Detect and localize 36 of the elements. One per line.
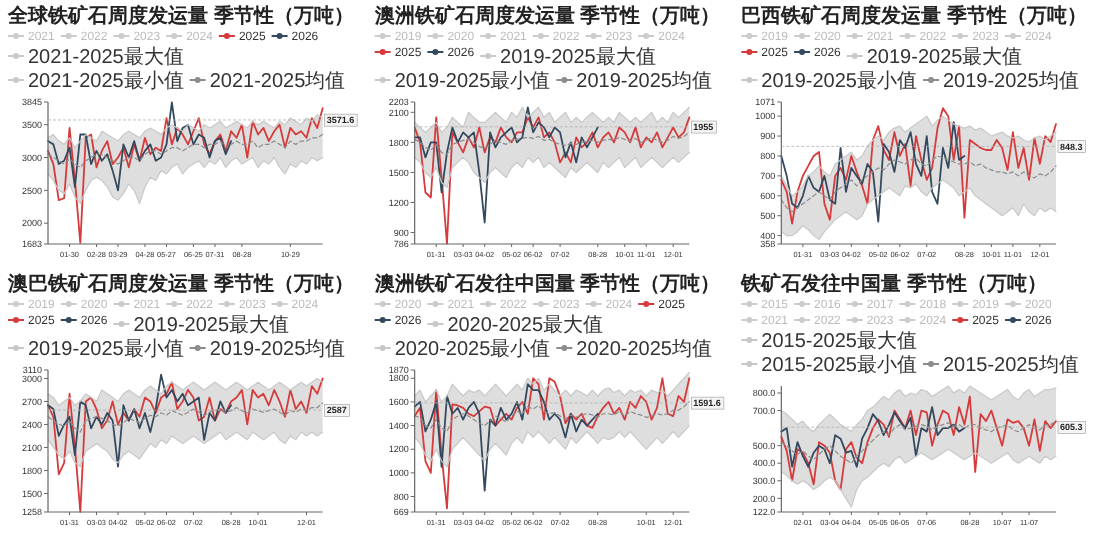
legend-label: 2021-2025最小值 [28,69,184,93]
chart-title: 澳洲铁矿石周度发运量 季节性（万吨） [372,4,721,28]
legend-label: 2015-2025均值 [942,353,1079,377]
legend-label: 2021-2025最大值 [28,45,184,69]
line-series [780,155,1057,213]
legend-label: 2015-2025最小值 [761,353,917,377]
chart-title: 铁矿石发往中国量 季节性（万吨） [739,272,1047,296]
line-series [47,133,324,168]
line-series [413,106,599,224]
legend-label: 2019-2025最小值 [761,69,917,93]
line-series [780,406,966,468]
legend-label: 2020-2025均值 [576,337,712,361]
line-series [780,107,1057,225]
line-series [47,107,324,244]
line-series [47,373,233,468]
line-series [780,121,966,223]
line-series [47,101,233,192]
legend-label: 2020-2025最小值 [394,337,551,361]
legend-label: 2019-2025最小值 [394,69,551,93]
line-series [413,377,691,510]
chart-title: 全球铁矿石周度发运量 季节性（万吨） [6,4,354,28]
legend-label: 2015-2025最大值 [761,329,917,353]
chart-title: 澳洲铁矿石发往中国量 季节性（万吨） [372,272,721,296]
legend-label: 2019-2025最大值 [133,313,290,337]
legend-label: 2019-2025均值 [576,69,712,93]
line-series [47,377,324,513]
legend-label: 2021-2025均值 [209,69,346,93]
legend-label: 2019-2025最小值 [28,337,184,361]
legend-label: 2019-2025均值 [209,337,346,361]
chart-title: 巴西铁矿石周度发运量 季节性（万吨） [741,4,1087,28]
legend-label: 2019-2025均值 [942,69,1079,93]
chart-title: 澳巴铁矿石周度发运量 季节性（万吨） [6,272,354,296]
legend-label: 2019-2025最大值 [866,45,1023,69]
legend-label: 2019-2025最大值 [500,45,656,69]
legend-label: 2020-2025最大值 [447,313,604,337]
line-series [413,383,599,492]
